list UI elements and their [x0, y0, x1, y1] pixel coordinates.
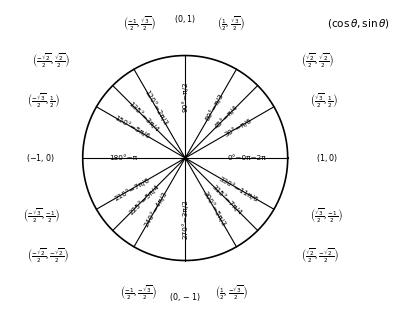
Text: $\left(\frac{-\sqrt{3}}{2},\frac{-1}{2}\right)$: $\left(\frac{-\sqrt{3}}{2},\frac{-1}{2}\…: [23, 206, 60, 225]
Text: $\left(\frac{\sqrt{3}}{2},\frac{1}{2}\right)$: $\left(\frac{\sqrt{3}}{2},\frac{1}{2}\ri…: [310, 91, 338, 110]
Text: 225°=5π/4: 225°=5π/4: [128, 183, 160, 216]
Text: $\left(\frac{\sqrt{2}}{2},\frac{-\sqrt{2}}{2}\right)$: $\left(\frac{\sqrt{2}}{2},\frac{-\sqrt{2…: [301, 246, 339, 265]
Text: 60°=π/3: 60°=π/3: [204, 93, 225, 122]
Text: 315°=7π/4: 315°=7π/4: [210, 183, 243, 216]
Text: $(-1, 0)$: $(-1, 0)$: [26, 152, 54, 164]
Text: $\left(\frac{\sqrt{2}}{2},\frac{\sqrt{2}}{2}\right)$: $\left(\frac{\sqrt{2}}{2},\frac{\sqrt{2}…: [301, 51, 334, 70]
Text: 180°=π: 180°=π: [110, 155, 138, 161]
Text: $(0, -1)$: $(0, -1)$: [169, 291, 201, 303]
Text: 240°=4π/3: 240°=4π/3: [143, 190, 169, 228]
Text: $\left(\frac{-\sqrt{2}}{2},\frac{\sqrt{2}}{2}\right)$: $\left(\frac{-\sqrt{2}}{2},\frac{\sqrt{2…: [32, 51, 69, 70]
Text: $\left(\frac{-1}{2},\frac{\sqrt{3}}{2}\right)$: $\left(\frac{-1}{2},\frac{\sqrt{3}}{2}\r…: [123, 14, 156, 33]
Text: $(\cos\theta, \sin\theta)$: $(\cos\theta, \sin\theta)$: [327, 17, 390, 30]
Text: 30°=π/6: 30°=π/6: [224, 117, 254, 138]
Text: 120°=2π/3: 120°=2π/3: [143, 89, 169, 126]
Text: 45°=π/4: 45°=π/4: [213, 104, 240, 130]
Text: 150°=5π/6: 150°=5π/6: [113, 114, 151, 140]
Text: 270°=3π/2: 270°=3π/2: [182, 200, 188, 240]
Text: $\left(\frac{1}{2},\frac{\sqrt{3}}{2}\right)$: $\left(\frac{1}{2},\frac{\sqrt{3}}{2}\ri…: [217, 14, 245, 33]
Text: $\left(\frac{\sqrt{3}}{2},\frac{-1}{2}\right)$: $\left(\frac{\sqrt{3}}{2},\frac{-1}{2}\r…: [310, 206, 343, 225]
Text: $(1, 0)$: $(1, 0)$: [316, 152, 338, 164]
Text: 330°=11π/6: 330°=11π/6: [218, 175, 260, 203]
Text: 210°=7π/6: 210°=7π/6: [113, 176, 151, 202]
Text: $\left(\frac{-1}{2},\frac{-\sqrt{3}}{2}\right)$: $\left(\frac{-1}{2},\frac{-\sqrt{3}}{2}\…: [120, 283, 158, 302]
Text: $\left(\frac{1}{2},\frac{-\sqrt{3}}{2}\right)$: $\left(\frac{1}{2},\frac{-\sqrt{3}}{2}\r…: [215, 283, 248, 302]
Text: 300°=5π/3: 300°=5π/3: [202, 190, 227, 228]
Text: 0°=0π=2π: 0°=0π=2π: [227, 155, 266, 161]
Text: $\left(\frac{-\sqrt{2}}{2},\frac{-\sqrt{2}}{2}\right)$: $\left(\frac{-\sqrt{2}}{2},\frac{-\sqrt{…: [27, 246, 69, 265]
Text: 90°=π/2: 90°=π/2: [182, 81, 188, 112]
Text: 135°=3π/4: 135°=3π/4: [128, 100, 160, 133]
Text: $(0, 1)$: $(0, 1)$: [174, 13, 196, 25]
Text: $\left(\frac{-\sqrt{3}}{2},\frac{1}{2}\right)$: $\left(\frac{-\sqrt{3}}{2},\frac{1}{2}\r…: [27, 91, 60, 110]
